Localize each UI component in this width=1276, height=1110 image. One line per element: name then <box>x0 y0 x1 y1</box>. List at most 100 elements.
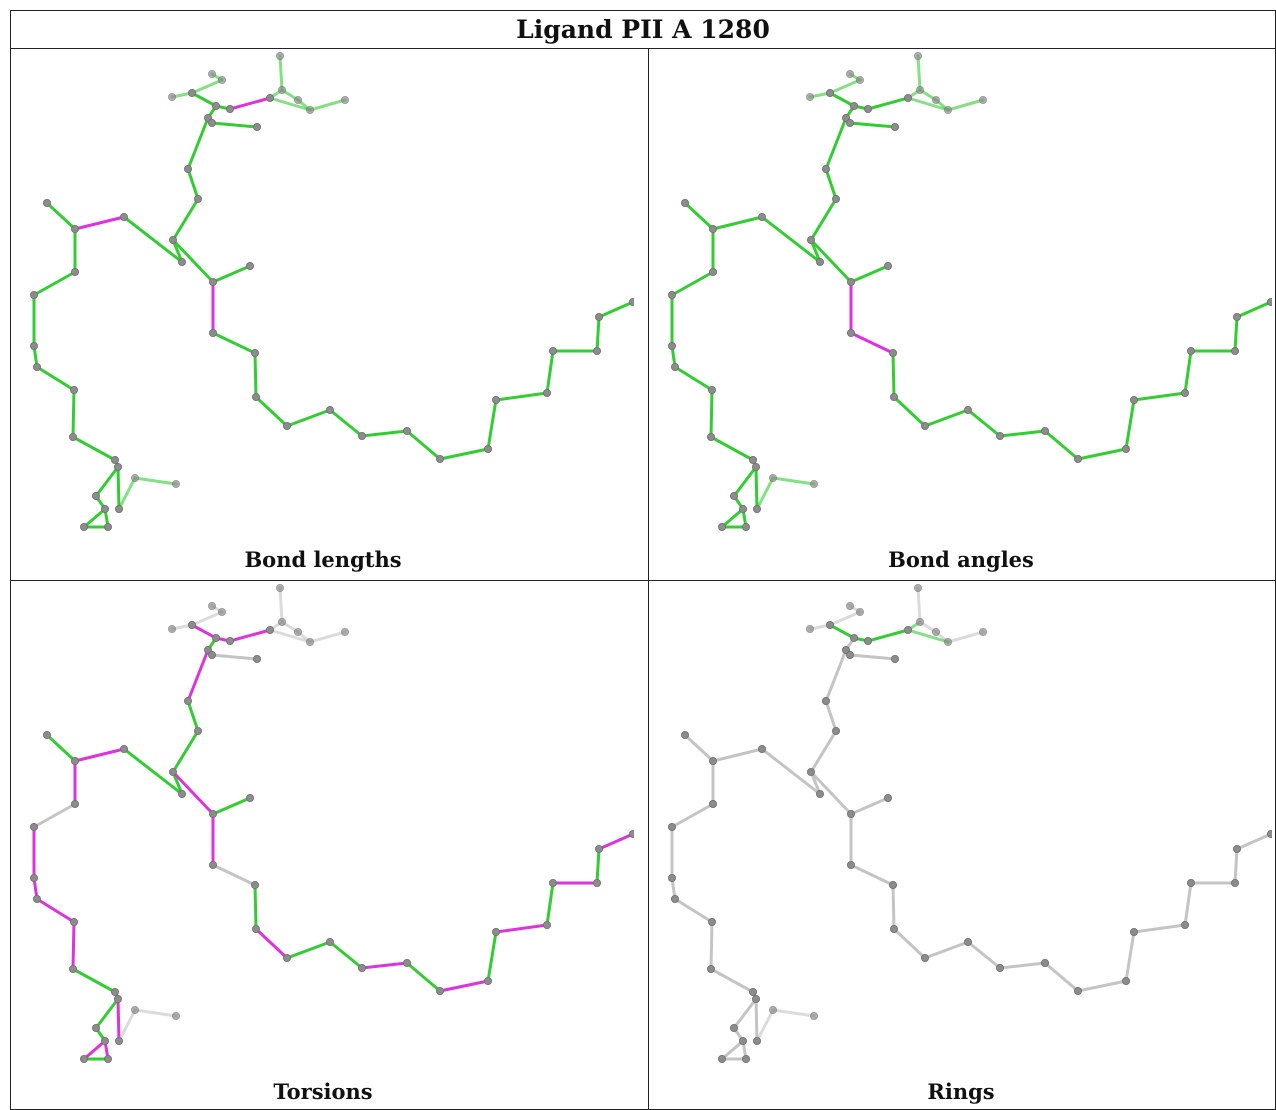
atom <box>845 119 854 128</box>
atom <box>883 793 892 802</box>
atom <box>211 634 220 643</box>
atom <box>978 96 987 105</box>
atom <box>667 290 676 299</box>
atom <box>402 958 411 967</box>
atom <box>855 75 864 84</box>
bond <box>228 628 272 643</box>
bond <box>73 215 126 231</box>
bond <box>35 897 76 924</box>
bond <box>849 264 890 284</box>
atom <box>131 473 140 482</box>
bond <box>755 1008 775 1043</box>
atom <box>217 75 226 84</box>
atom <box>177 257 186 266</box>
atom <box>1040 958 1049 967</box>
bond <box>771 476 816 486</box>
atom <box>742 1054 751 1063</box>
bond <box>73 747 126 763</box>
atom <box>282 953 291 962</box>
atom <box>265 94 274 103</box>
atom <box>888 348 897 357</box>
atom <box>183 165 192 174</box>
atom <box>805 93 814 102</box>
bond <box>94 997 120 1030</box>
bond <box>809 729 838 774</box>
atom <box>739 1036 748 1045</box>
bond <box>946 98 985 112</box>
atom <box>171 1011 180 1020</box>
bond <box>906 628 950 644</box>
bond <box>278 54 284 92</box>
bond <box>1132 923 1187 934</box>
atom <box>252 655 261 664</box>
bond <box>210 121 259 129</box>
atom <box>889 924 898 933</box>
atom <box>1073 454 1082 463</box>
atom <box>42 730 51 739</box>
atom <box>815 789 824 798</box>
atom <box>749 987 758 996</box>
atom <box>749 455 758 464</box>
atom <box>742 522 751 531</box>
atom <box>483 444 492 453</box>
bond <box>709 435 755 462</box>
atom <box>920 953 929 962</box>
panel-rings: Rings <box>650 582 1272 1104</box>
atom <box>963 937 972 946</box>
bond <box>711 215 764 231</box>
figure-title: Ligand PII A 1280 <box>516 14 770 44</box>
atom <box>845 651 854 660</box>
atom <box>265 626 274 635</box>
bond <box>809 238 853 284</box>
bond <box>82 1039 107 1061</box>
atom <box>277 618 286 627</box>
atom <box>769 473 778 482</box>
atom <box>903 94 912 103</box>
bond <box>824 699 838 733</box>
atom <box>305 638 314 647</box>
atom <box>846 860 855 869</box>
atom <box>168 235 177 244</box>
bond <box>117 476 137 511</box>
bond <box>916 54 922 92</box>
bond <box>116 465 121 511</box>
bond <box>809 197 838 242</box>
bond <box>923 408 970 428</box>
atom <box>730 491 739 500</box>
atom <box>846 809 855 818</box>
atom <box>667 341 676 350</box>
atom <box>29 873 38 882</box>
atom <box>275 584 284 592</box>
bond <box>683 733 715 763</box>
bond <box>171 238 215 284</box>
atom <box>753 504 762 513</box>
atom <box>80 1054 89 1063</box>
bond <box>849 796 890 816</box>
atom <box>809 1011 818 1020</box>
atom <box>667 822 676 831</box>
bond <box>285 408 332 428</box>
atom <box>708 917 717 926</box>
bond <box>405 429 442 461</box>
bond <box>32 802 77 829</box>
atom <box>71 756 80 765</box>
bond <box>732 997 758 1030</box>
atom <box>995 431 1004 440</box>
bond <box>35 365 76 392</box>
atom <box>92 1023 101 1032</box>
atom <box>340 96 349 105</box>
bond <box>670 802 715 829</box>
atom <box>1121 976 1130 985</box>
atom <box>806 767 815 776</box>
atom <box>208 328 217 337</box>
atom <box>849 634 858 643</box>
atom <box>101 504 110 513</box>
atom <box>863 637 872 646</box>
bond <box>732 465 758 498</box>
bond <box>71 967 117 994</box>
bond <box>117 1008 137 1043</box>
bond <box>171 770 215 816</box>
panel-bond-lengths: Bond lengths <box>12 50 634 572</box>
atom <box>193 726 202 735</box>
atom <box>293 628 302 637</box>
